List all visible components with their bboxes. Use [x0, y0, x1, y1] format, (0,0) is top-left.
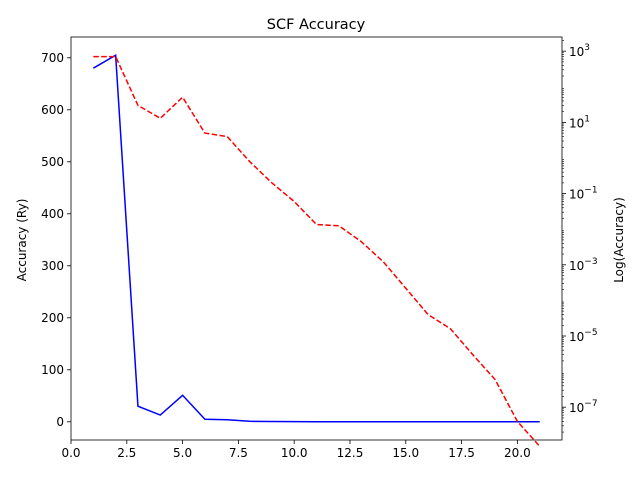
- y-tick-label-left: 200: [41, 311, 64, 325]
- y-tick-label-right: 10−7: [569, 399, 598, 415]
- x-tick-label: 12.5: [337, 446, 364, 460]
- y-tick-label-right: 10−1: [569, 186, 598, 202]
- y-tick-label-left: 0: [56, 415, 64, 429]
- y-axis-label-right: Log(Accuracy): [612, 197, 626, 283]
- y-tick-label-left: 400: [41, 207, 64, 221]
- x-tick-label: 20.0: [504, 446, 531, 460]
- y-tick-label-left: 500: [41, 155, 64, 169]
- y-tick-label-left: 300: [41, 259, 64, 273]
- y-tick-label-right: 10−3: [569, 257, 598, 273]
- plot-area: [92, 53, 541, 447]
- x-tick-label: 0.0: [61, 446, 80, 460]
- y-tick-label-right: 103: [569, 43, 590, 59]
- y-tick-label-right: 101: [569, 114, 590, 130]
- x-tick-label: 2.5: [117, 446, 136, 460]
- axes: 0.0 2.5 5.0 7.5 10.0 12.5 15.0 17.5 20.0 0 100 200 3…: [41, 36, 598, 460]
- series-line-log-accuracy: [93, 55, 541, 447]
- y-tick-label-left: 700: [41, 51, 64, 65]
- series-line-accuracy: [92, 53, 540, 423]
- x-tick-label: 10.0: [281, 446, 308, 460]
- y-tick-label-right: 10−5: [569, 328, 598, 344]
- chart-title: SCF Accuracy: [267, 17, 366, 33]
- x-tick-label: 17.5: [448, 446, 475, 460]
- x-tick-label: 5.0: [173, 446, 192, 460]
- y-tick-label-left: 600: [41, 103, 64, 117]
- y-axis-label-left: Accuracy (Ry): [15, 199, 29, 282]
- x-tick-label: 7.5: [229, 446, 248, 460]
- plot-frame: [70, 36, 563, 441]
- y-tick-label-left: 100: [41, 363, 64, 377]
- x-tick-label: 15.0: [392, 446, 419, 460]
